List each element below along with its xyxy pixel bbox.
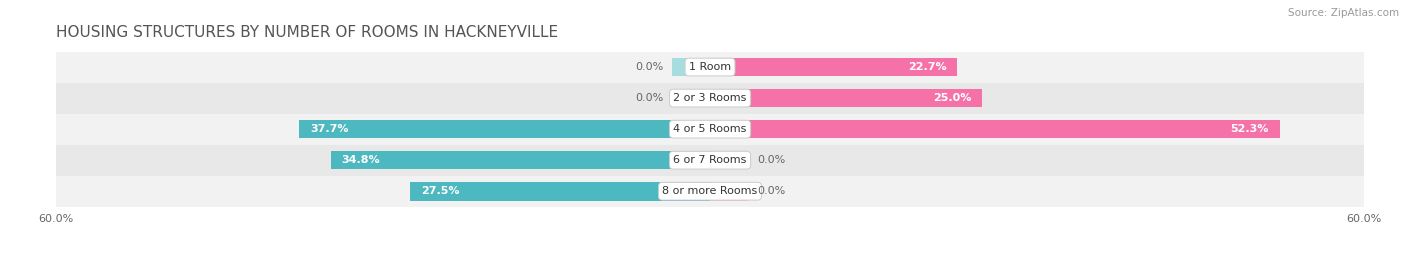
Bar	[330, 151, 710, 169]
Text: 4 or 5 Rooms: 4 or 5 Rooms	[673, 124, 747, 134]
Bar	[710, 151, 748, 169]
Bar	[710, 120, 1279, 139]
Bar	[56, 114, 1364, 145]
Text: 25.0%: 25.0%	[934, 93, 972, 103]
Text: 27.5%: 27.5%	[422, 186, 460, 196]
Bar	[56, 52, 1364, 83]
Bar	[56, 176, 1364, 207]
Bar	[56, 83, 1364, 114]
Bar	[411, 182, 710, 200]
Bar	[710, 58, 957, 76]
Text: 2 or 3 Rooms: 2 or 3 Rooms	[673, 93, 747, 103]
Bar	[710, 182, 748, 200]
Bar	[299, 120, 710, 139]
Text: 0.0%: 0.0%	[756, 186, 785, 196]
Text: 8 or more Rooms: 8 or more Rooms	[662, 186, 758, 196]
Text: 1 Room: 1 Room	[689, 62, 731, 72]
Text: Source: ZipAtlas.com: Source: ZipAtlas.com	[1288, 8, 1399, 18]
Text: 37.7%: 37.7%	[311, 124, 349, 134]
Text: 34.8%: 34.8%	[342, 155, 381, 165]
Bar	[672, 89, 710, 107]
Text: 0.0%: 0.0%	[756, 155, 785, 165]
Bar	[56, 145, 1364, 176]
Bar	[672, 58, 710, 76]
Text: 22.7%: 22.7%	[908, 62, 946, 72]
Text: 52.3%: 52.3%	[1230, 124, 1270, 134]
Text: 6 or 7 Rooms: 6 or 7 Rooms	[673, 155, 747, 165]
Text: 0.0%: 0.0%	[636, 62, 664, 72]
Text: HOUSING STRUCTURES BY NUMBER OF ROOMS IN HACKNEYVILLE: HOUSING STRUCTURES BY NUMBER OF ROOMS IN…	[56, 25, 558, 40]
Bar	[710, 89, 983, 107]
Text: 0.0%: 0.0%	[636, 93, 664, 103]
